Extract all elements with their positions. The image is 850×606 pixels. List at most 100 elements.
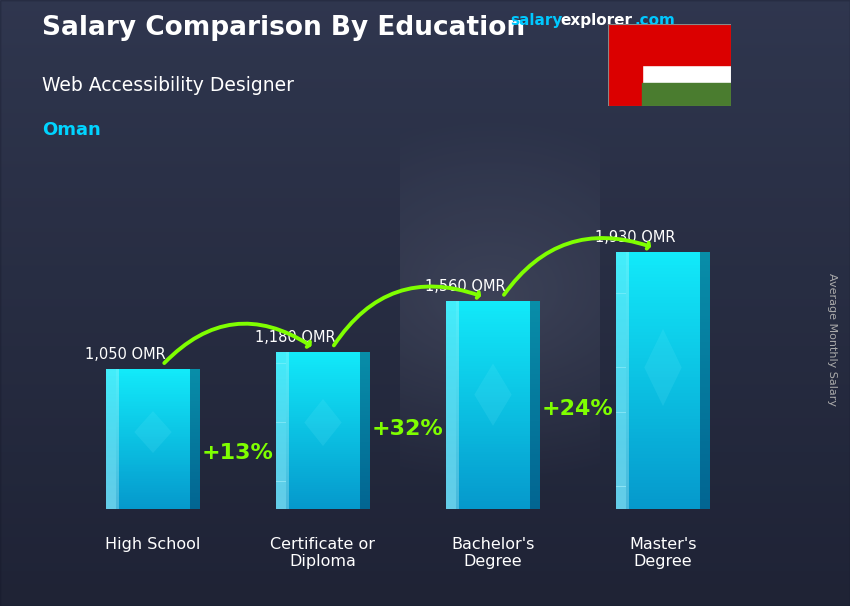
Bar [106, 448, 116, 450]
Bar [276, 476, 286, 478]
Bar [616, 300, 710, 303]
Bar [276, 468, 370, 470]
Bar [276, 436, 286, 438]
Bar [106, 388, 116, 390]
Bar [106, 395, 200, 397]
Bar [276, 389, 286, 391]
Bar [616, 258, 626, 261]
Bar [106, 472, 200, 474]
Bar [106, 369, 116, 371]
Bar [616, 499, 626, 502]
Bar [106, 446, 116, 448]
Bar [276, 491, 370, 493]
Bar [616, 371, 710, 374]
Bar [276, 438, 370, 440]
Bar [276, 435, 286, 436]
Bar [616, 293, 626, 297]
Bar [446, 491, 540, 493]
Bar [446, 507, 540, 509]
Bar [616, 432, 626, 435]
Bar [106, 451, 116, 453]
Bar [446, 454, 540, 457]
Bar [276, 383, 286, 385]
Text: 1,930 OMR: 1,930 OMR [595, 230, 675, 245]
Bar [616, 506, 710, 509]
Bar [106, 397, 200, 399]
Bar [446, 358, 456, 361]
Bar [616, 425, 626, 428]
Bar [106, 430, 200, 432]
Text: Master's
Degree: Master's Degree [629, 537, 697, 570]
Bar [106, 428, 200, 430]
Bar [106, 476, 116, 478]
Bar [106, 385, 200, 387]
Bar [446, 353, 456, 356]
Bar [446, 392, 540, 395]
Bar [616, 313, 626, 316]
Bar [276, 495, 370, 498]
Bar [106, 373, 116, 375]
Bar [446, 405, 456, 408]
Bar [446, 379, 456, 382]
Bar [616, 506, 626, 509]
Bar [616, 441, 710, 445]
Bar [106, 450, 200, 451]
Bar [276, 497, 370, 499]
Bar [276, 403, 286, 405]
Bar [616, 399, 710, 403]
Bar [616, 268, 710, 271]
Bar [446, 345, 540, 348]
Bar [446, 327, 456, 330]
Bar [446, 454, 456, 457]
Bar [276, 365, 286, 367]
Bar [276, 462, 370, 464]
Bar [106, 411, 116, 413]
Bar [276, 450, 286, 452]
Bar [616, 345, 626, 348]
Bar [106, 404, 200, 406]
Bar [106, 378, 116, 379]
Text: Bachelor's
Degree: Bachelor's Degree [451, 537, 535, 570]
Bar [106, 453, 200, 454]
Bar [106, 428, 116, 430]
Bar [276, 375, 370, 378]
Bar [106, 504, 200, 505]
Bar [642, 83, 731, 106]
Bar [276, 378, 370, 379]
Bar [446, 457, 456, 459]
Text: explorer: explorer [560, 13, 632, 28]
Bar [106, 491, 116, 493]
Bar [106, 409, 116, 411]
Bar [616, 329, 710, 332]
Bar [446, 475, 456, 478]
Bar [616, 339, 710, 342]
Bar [106, 387, 200, 388]
Bar [276, 359, 370, 362]
Bar [276, 432, 286, 435]
Bar [106, 442, 200, 444]
Bar [276, 507, 286, 509]
Text: .com: .com [635, 13, 676, 28]
Bar [106, 465, 200, 467]
Bar [446, 348, 456, 350]
Bar [616, 474, 710, 477]
Bar [276, 464, 370, 466]
Bar [276, 373, 370, 375]
Bar [446, 481, 540, 483]
Bar [276, 354, 370, 356]
Bar [446, 470, 456, 473]
Bar [616, 381, 626, 384]
Bar [616, 464, 710, 467]
Bar [276, 356, 286, 358]
Bar [106, 422, 116, 424]
Bar [106, 456, 200, 458]
Bar [106, 391, 200, 393]
Bar [106, 490, 116, 491]
Bar [106, 485, 200, 486]
Bar [616, 487, 710, 490]
Bar [446, 467, 540, 470]
Bar [106, 502, 116, 504]
Bar [446, 316, 456, 319]
Bar [106, 470, 116, 472]
Bar [276, 385, 370, 387]
